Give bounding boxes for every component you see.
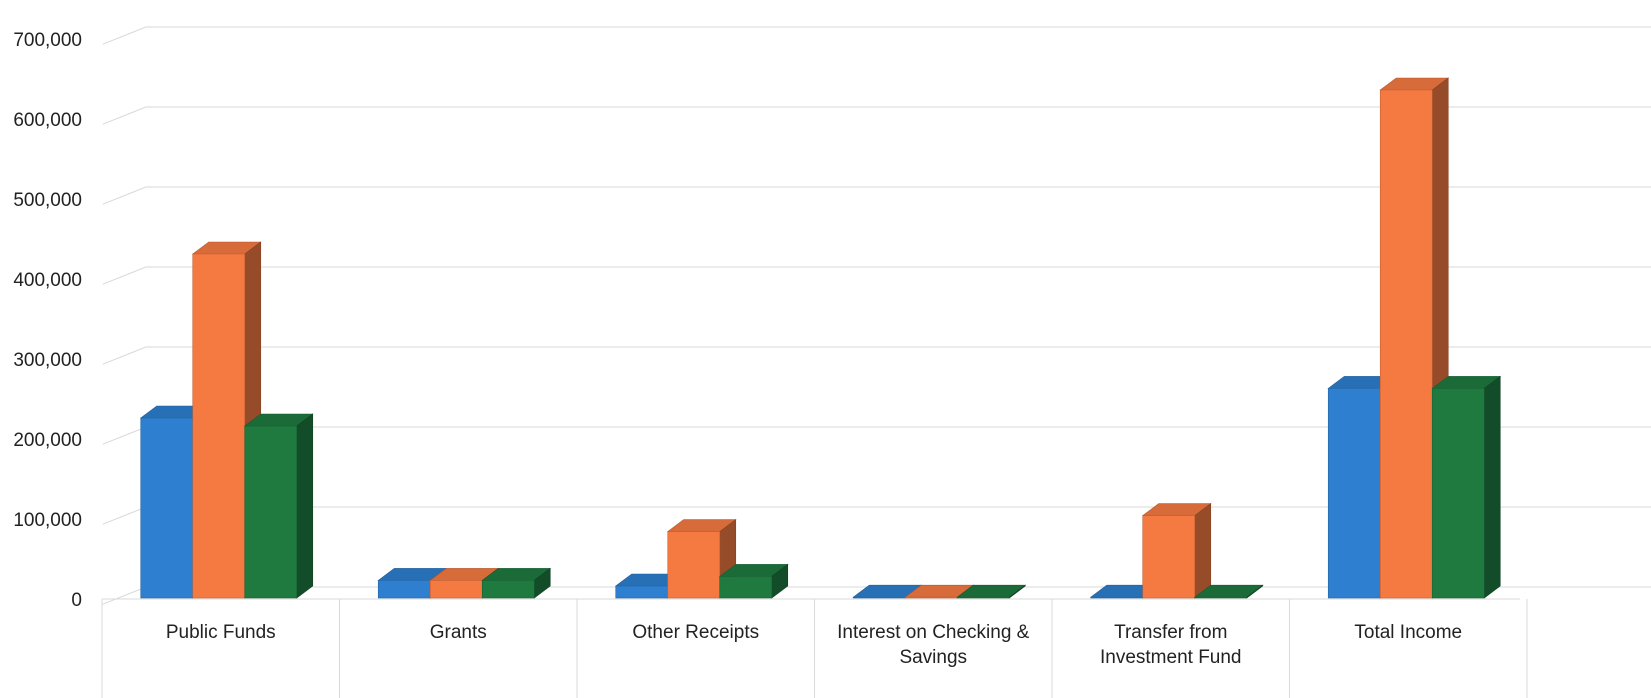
x-axis [101, 598, 1528, 698]
y-tick-label: 300,000 [13, 350, 82, 371]
bar [481, 567, 552, 599]
y-tick-label: 700,000 [13, 30, 82, 51]
x-tick-label: Public Funds [166, 622, 276, 643]
bar [1431, 375, 1502, 599]
bar [1141, 503, 1212, 599]
y-tick-label: 600,000 [13, 110, 82, 131]
bar [243, 413, 314, 599]
gridline [102, 26, 1651, 45]
y-tick-label: 0 [71, 590, 82, 611]
bar [718, 563, 789, 599]
y-axis-tick-labels: 0 100,000 200,000 300,000 400,000 500,000 600,… [13, 30, 82, 611]
x-tick-label: Other Receipts [632, 622, 759, 643]
bar [1089, 584, 1160, 599]
y-tick-label: 400,000 [13, 270, 82, 291]
bar [1193, 584, 1264, 599]
y-tick-label: 200,000 [13, 430, 82, 451]
x-axis-category-labels: Public Funds Grants Other Receipts Interest… [166, 622, 1462, 668]
y-tick-label: 100,000 [13, 510, 82, 531]
bars [139, 77, 1502, 599]
bar [1379, 77, 1450, 599]
x-tick-label: Interest on Checking & Savings [837, 622, 1030, 668]
y-tick-label: 500,000 [13, 190, 82, 211]
bar [956, 584, 1027, 599]
x-tick-label: Total Income [1354, 622, 1462, 643]
x-tick-label: Grants [430, 622, 487, 643]
x-tick-label: Transfer from Investment Fund [1100, 622, 1242, 668]
